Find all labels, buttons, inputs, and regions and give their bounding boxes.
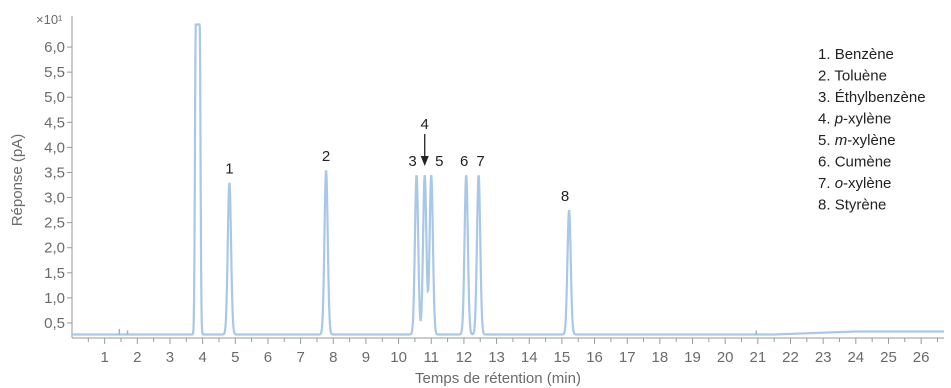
legend-entry: 3. Éthylbenzène <box>818 89 926 106</box>
x-tick-label: 6 <box>264 349 272 366</box>
peak-label-8: 8 <box>561 188 569 205</box>
legend-entry: 8. Styrène <box>818 197 886 214</box>
y-tick-label: 2,0 <box>44 240 65 257</box>
y-multiplier-label: ×10¹ <box>36 12 63 27</box>
legend-italic: m <box>835 132 848 149</box>
axes: 0,5 1,0 1,5 2,0 2,5 3,0 3,5 4,0 4,5 5,0 5,5 6,0 ×10¹… <box>9 12 944 387</box>
y-tick-label: 5,0 <box>44 89 65 106</box>
y-tick-label: 4,0 <box>44 139 65 156</box>
x-tick-label: 9 <box>362 349 370 366</box>
x-tick-label: 1 <box>100 349 108 366</box>
x-tick-label: 2 <box>133 349 141 366</box>
legend-number: 3. <box>818 89 835 106</box>
legend-entry: 6. Cumène <box>818 154 891 171</box>
y-tick-label: 5,5 <box>44 64 65 81</box>
x-tick-label: 21 <box>749 349 766 366</box>
x-tick-label: 12 <box>456 349 473 366</box>
x-tick-label: 24 <box>847 349 864 366</box>
peak-label-7: 7 <box>476 153 484 170</box>
y-tick-label: 1,5 <box>44 265 65 282</box>
legend-name: Styrène <box>835 197 887 214</box>
legend-number: 1. <box>818 46 835 63</box>
x-tick-label: 20 <box>717 349 734 366</box>
y-tick-label: 6,0 <box>44 39 65 56</box>
legend-number: 2. <box>818 68 834 85</box>
x-tick-label: 5 <box>231 349 239 366</box>
x-tick-label: 16 <box>586 349 603 366</box>
y-axis-title: Réponse (pA) <box>9 134 26 227</box>
peak-label-6: 6 <box>460 153 468 170</box>
chromatogram-trace <box>72 23 944 336</box>
peak-label-1: 1 <box>225 161 233 178</box>
legend-name: Benzène <box>835 46 894 63</box>
x-tick-label: 8 <box>329 349 337 366</box>
x-tick-label: 17 <box>619 349 636 366</box>
legend-name: -xylène <box>847 132 895 149</box>
y-tick-label: 2,5 <box>44 215 65 232</box>
x-tick-label: 26 <box>913 349 930 366</box>
x-tick-label: 19 <box>684 349 701 366</box>
legend-name: Toluène <box>834 68 887 85</box>
legend-entry: 7. o-xylène <box>818 175 891 192</box>
legend-entry: 4. p-xylène <box>818 111 891 128</box>
legend-name: Cumène <box>835 154 892 171</box>
x-tick-label: 11 <box>423 349 439 366</box>
legend-entry: 1. Benzène <box>818 46 894 63</box>
y-tick-label: 3,0 <box>44 190 65 207</box>
legend-name: -xylène <box>843 175 891 192</box>
legend-name: -xylène <box>843 111 891 128</box>
x-tick-label: 15 <box>554 349 571 366</box>
legend-number: 6. <box>818 154 835 171</box>
legend-italic: p <box>834 111 843 128</box>
peak-label-2: 2 <box>322 148 330 165</box>
x-tick-label: 4 <box>198 349 206 366</box>
peak-label-3: 3 <box>408 153 416 170</box>
legend-italic: o <box>835 175 843 192</box>
legend-number: 5. <box>818 132 835 149</box>
x-tick-label: 13 <box>488 349 505 366</box>
peak-labels: 1 2 3 4 5 6 7 8 <box>225 116 569 205</box>
legend-entry: 5. m-xylène <box>818 132 896 149</box>
y-tick-label: 1,0 <box>44 290 65 307</box>
legend-number: 4. <box>818 111 835 128</box>
legend-entry: 2. Toluène <box>818 68 887 85</box>
x-tick-label: 25 <box>880 349 897 366</box>
x-tick-label: 7 <box>296 349 304 366</box>
legend-number: 8. <box>818 197 835 214</box>
x-tick-label: 23 <box>815 349 832 366</box>
peak-4-arrowhead <box>420 156 429 166</box>
legend-name: Éthylbenzène <box>835 89 926 106</box>
y-tick-label: 4,5 <box>44 114 65 131</box>
y-tick-label: 3,5 <box>44 164 65 181</box>
x-tick-label: 22 <box>782 349 799 366</box>
x-tick-label: 10 <box>390 349 407 366</box>
trace-layer <box>72 23 944 336</box>
x-axis-title: Temps de rétention (min) <box>415 370 581 387</box>
x-tick-label: 14 <box>521 349 538 366</box>
legend-number: 7. <box>818 175 835 192</box>
x-tick-label: 3 <box>166 349 174 366</box>
x-tick-label: 18 <box>652 349 669 366</box>
peak-label-5: 5 <box>435 153 443 170</box>
peak-label-4: 4 <box>421 116 429 133</box>
y-tick-label: 0,5 <box>44 315 65 332</box>
